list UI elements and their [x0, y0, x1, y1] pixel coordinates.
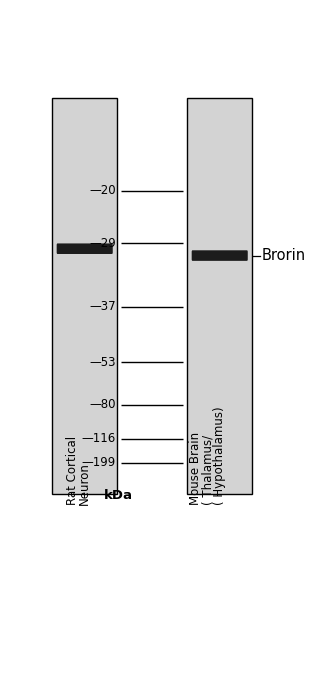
Text: kDa: kDa: [104, 489, 133, 502]
FancyBboxPatch shape: [57, 244, 113, 254]
Text: Neuron: Neuron: [78, 462, 91, 505]
FancyBboxPatch shape: [192, 250, 248, 261]
Text: —80: —80: [89, 398, 116, 411]
Bar: [187, 98, 252, 495]
Text: —20: —20: [89, 184, 116, 197]
Text: Rat Cortical: Rat Cortical: [66, 436, 79, 505]
Text: —29: —29: [89, 237, 116, 250]
Text: —37: —37: [89, 300, 116, 314]
Text: Brorin: Brorin: [261, 248, 306, 263]
Text: —199: —199: [82, 456, 116, 469]
Bar: [52, 98, 117, 495]
Text: —116: —116: [82, 432, 116, 445]
Text: —53: —53: [89, 356, 116, 369]
Text: Mouse Brain: Mouse Brain: [189, 431, 202, 505]
Text: ( Thalamus/: ( Thalamus/: [201, 435, 214, 505]
Text: ( Hypothalamus): ( Hypothalamus): [213, 406, 226, 505]
